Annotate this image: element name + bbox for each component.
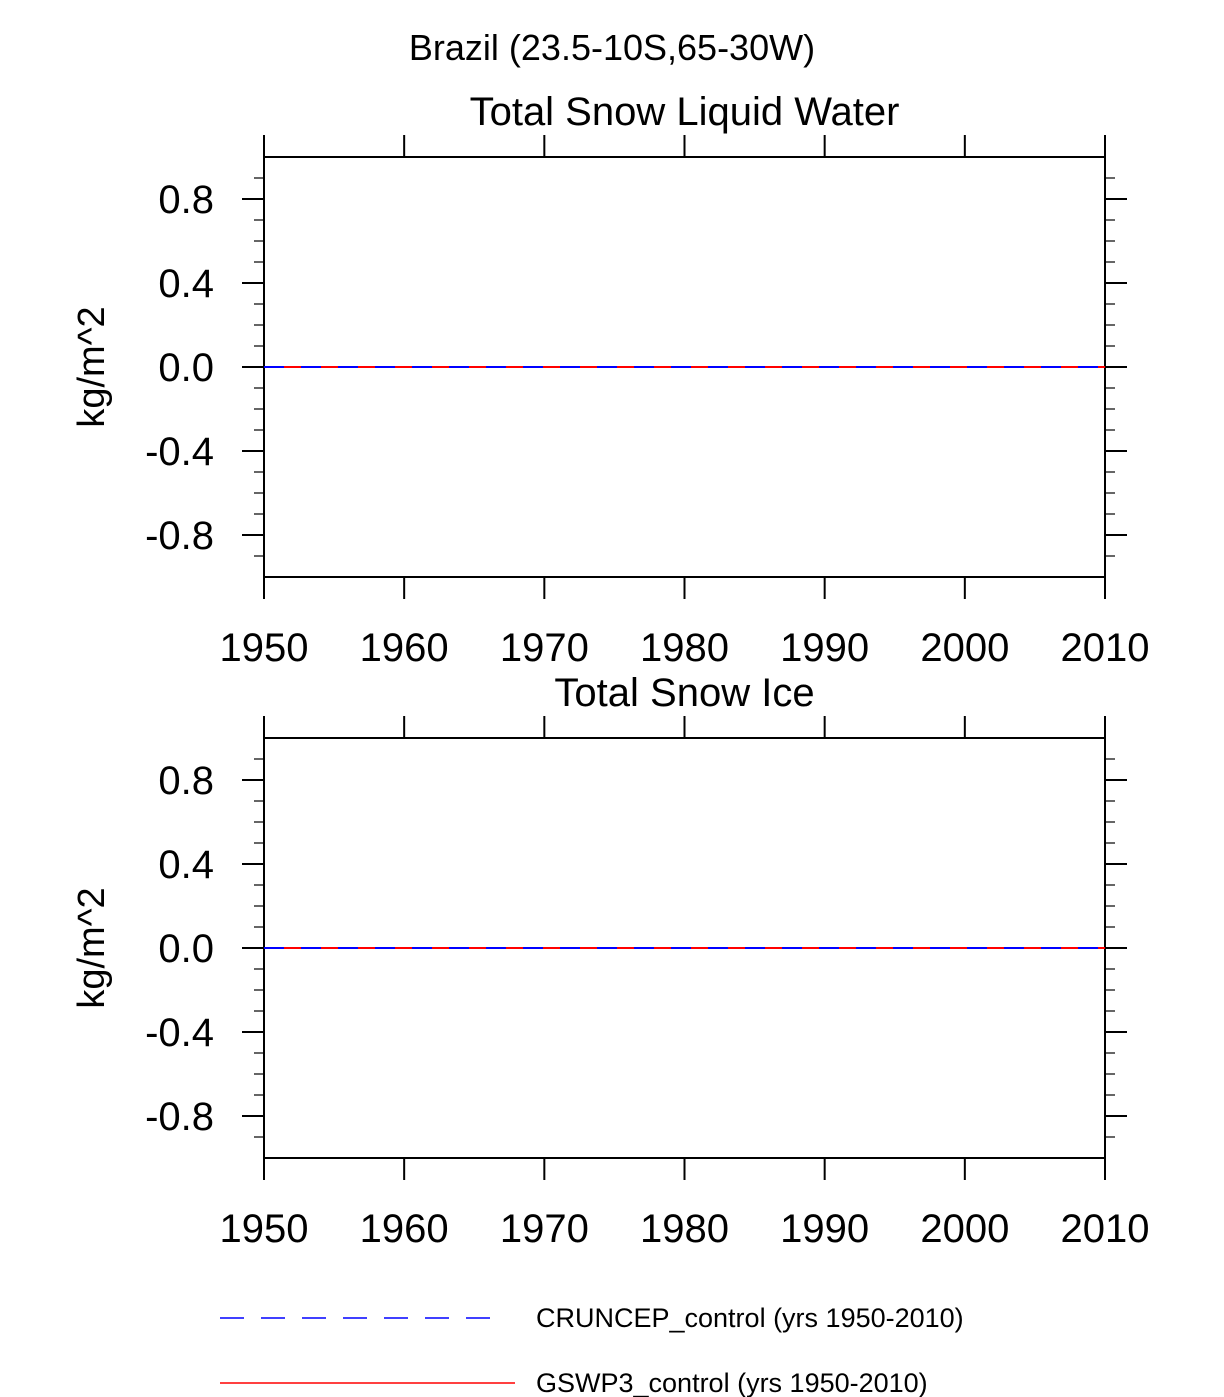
y-axis-label: kg/m^2 — [71, 887, 113, 1008]
x-tick-label: 2000 — [920, 626, 1009, 670]
x-tick-label: 1960 — [360, 1207, 449, 1251]
legend-label: CRUNCEP_control (yrs 1950-2010) — [536, 1303, 964, 1333]
legend-item: CRUNCEP_control (yrs 1950-2010) — [220, 1303, 964, 1333]
panel-title: Total Snow Ice — [554, 671, 814, 715]
legend: CRUNCEP_control (yrs 1950-2010) GSWP3_con… — [220, 1303, 964, 1397]
y-tick-label: 0.0 — [158, 346, 214, 390]
y-tick-label: 0.8 — [158, 178, 214, 222]
panel-title: Total Snow Liquid Water — [470, 90, 900, 134]
x-tick-label: 1970 — [500, 1207, 589, 1251]
main-title: Brazil (23.5-10S,65-30W) — [409, 27, 815, 68]
x-tick-label: 1960 — [360, 626, 449, 670]
x-tick-label: 1970 — [500, 626, 589, 670]
x-tick-label: 1950 — [220, 626, 309, 670]
y-tick-label: 0.0 — [158, 927, 214, 971]
panels: Total Snow Liquid Water kg/m^2 0.8 0.4 0.0 -0… — [71, 90, 1149, 1251]
y-tick-label: -0.8 — [145, 1095, 214, 1139]
x-tick-label: 2010 — [1061, 626, 1150, 670]
panel-2: Total Snow Ice kg/m^2 0.8 0.4 0.0 -0.4 -0.8 195… — [71, 671, 1149, 1251]
y-axis-label: kg/m^2 — [71, 306, 113, 427]
x-tick-label: 2000 — [920, 1207, 1009, 1251]
x-tick-label: 1990 — [780, 1207, 869, 1251]
legend-item: GSWP3_control (yrs 1950-2010) — [220, 1368, 928, 1397]
y-tick-label: -0.8 — [145, 514, 214, 558]
legend-label: GSWP3_control (yrs 1950-2010) — [536, 1368, 928, 1397]
x-tick-label: 1980 — [640, 1207, 729, 1251]
x-tick-label: 1980 — [640, 626, 729, 670]
x-tick-label: 1950 — [220, 1207, 309, 1251]
panel-1: Total Snow Liquid Water kg/m^2 0.8 0.4 0.0 -0… — [71, 90, 1149, 670]
y-tick-label: 0.4 — [158, 262, 214, 306]
x-tick-label: 1990 — [780, 626, 869, 670]
y-tick-label: -0.4 — [145, 430, 214, 474]
y-tick-label: 0.4 — [158, 843, 214, 887]
x-tick-label: 2010 — [1061, 1207, 1150, 1251]
y-tick-label: 0.8 — [158, 759, 214, 803]
y-tick-label: -0.4 — [145, 1011, 214, 1055]
